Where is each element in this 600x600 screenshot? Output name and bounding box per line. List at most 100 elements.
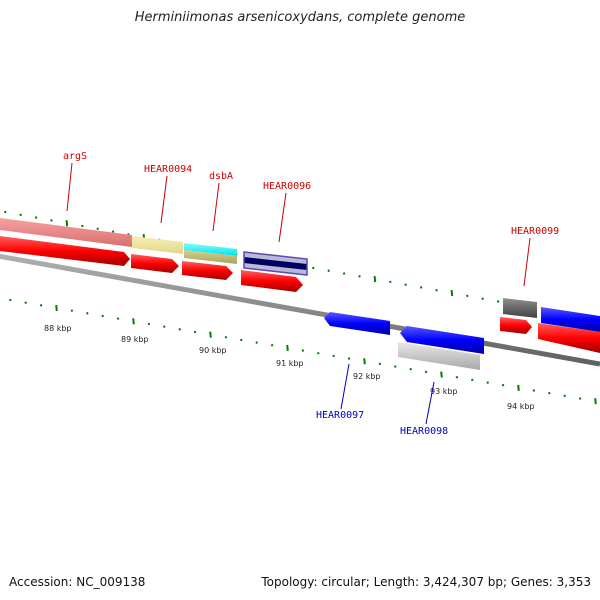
kbp-label: 91 kbp — [276, 359, 304, 368]
topology-summary: Topology: circular; Length: 3,424,307 bp… — [261, 575, 591, 589]
scale-minor-tick — [101, 314, 104, 318]
cds-dsbA — [182, 261, 233, 280]
feature-next-blue — [541, 307, 600, 332]
scale-minor-tick — [389, 280, 392, 284]
scale-minor-tick — [312, 266, 315, 270]
scale-minor-tick — [424, 370, 428, 374]
gene-label-HEAR0099: HEAR0099 — [511, 226, 559, 237]
scale-minor-tick — [9, 298, 12, 302]
scale-minor-tick — [224, 335, 228, 339]
gene-label-HEAR0097: HEAR0097 — [316, 410, 364, 421]
scale-minor-tick — [24, 301, 27, 304]
scale-major-tick — [373, 275, 377, 283]
scale-minor-tick — [347, 357, 351, 360]
kbp-label: 94 kbp — [507, 402, 535, 411]
scale-minor-tick — [342, 272, 346, 275]
scale-minor-tick — [496, 300, 500, 303]
feature-HEAR0096-domain — [244, 257, 307, 270]
scale-minor-tick — [4, 210, 7, 214]
scale-minor-tick — [19, 213, 22, 217]
feature-HEAR0096-outline — [243, 251, 308, 276]
scale-major-tick — [286, 344, 289, 352]
scale-minor-tick — [532, 389, 536, 392]
scale-minor-tick — [435, 288, 438, 292]
scale-minor-tick — [96, 227, 99, 231]
gene-label-HEAR0098: HEAR0098 — [400, 426, 448, 437]
kbp-label: 90 kbp — [199, 346, 227, 355]
scale-minor-tick — [34, 216, 38, 219]
scale-minor-tick — [116, 317, 120, 320]
scale-minor-tick — [39, 304, 43, 307]
gene-label-HEAR0094: HEAR0094 — [144, 164, 192, 175]
feature-HEAR0094 — [132, 236, 183, 254]
gene-label-argS: argS — [63, 151, 87, 162]
gene-labels: argS HEAR0094 dsbA HEAR0096 HEAR0097 HEA… — [63, 151, 559, 437]
scale-minor-tick — [332, 354, 335, 358]
scale-minor-tick — [419, 286, 423, 289]
forward-features — [0, 218, 600, 332]
scale-minor-tick — [193, 330, 197, 334]
cds-next — [538, 323, 600, 353]
scale-minor-tick — [578, 397, 582, 400]
scale-minor-tick — [70, 309, 74, 312]
cds-HEAR0099 — [500, 317, 532, 334]
scale-minor-tick — [317, 351, 320, 355]
scale-minor-tick — [394, 365, 397, 368]
cds-argS — [0, 236, 130, 266]
scale-minor-tick — [147, 322, 151, 326]
scale-minor-tick — [455, 375, 459, 379]
scale-minor-tick — [163, 325, 166, 328]
feature-argS — [0, 218, 132, 247]
scale-minor-tick — [548, 391, 551, 395]
scale-minor-tick — [50, 219, 53, 222]
cds-HEAR0097 — [324, 312, 390, 335]
feature-dsbA-mature — [184, 250, 237, 264]
scale-major-tick — [594, 398, 597, 405]
feature-HEAR0098 — [398, 342, 480, 370]
scale-major-tick — [363, 358, 366, 365]
page-title: Herminiimonas arsenicoxydans, complete g… — [134, 10, 466, 25]
scale-minor-tick — [86, 312, 89, 315]
scale-major-tick — [209, 331, 212, 338]
scale-minor-tick — [563, 394, 566, 398]
kbp-label: 92 kbp — [353, 372, 381, 381]
scale-major-tick — [65, 220, 69, 227]
kbp-label: 89 kbp — [121, 335, 149, 344]
scale-minor-tick — [81, 224, 84, 228]
scale-minor-tick — [178, 327, 181, 331]
scale-minor-tick — [486, 381, 489, 384]
scale-minor-tick — [327, 269, 330, 272]
cds-HEAR0098 — [400, 326, 484, 354]
forward-cds — [0, 236, 600, 353]
feature-HEAR0099 — [503, 298, 537, 318]
scale-minor-tick — [255, 341, 258, 344]
scale-minor-tick — [409, 367, 412, 371]
kbp-label: 88 kbp — [44, 324, 72, 333]
scale-labels: 88 kbp 89 kbp 90 kbp 91 kbp 92 kbp 93 kb… — [44, 324, 535, 411]
scale-minor-tick — [270, 343, 274, 347]
reverse-features — [324, 312, 484, 370]
feature-dsbA — [184, 243, 237, 256]
scale-minor-tick — [466, 294, 469, 298]
accession-text: Accession: NC_009138 — [9, 575, 146, 589]
scale-minor-tick — [404, 283, 407, 286]
scale-minor-tick — [501, 383, 505, 387]
scale-minor-tick — [240, 338, 243, 342]
scale-major-tick — [55, 304, 58, 312]
genome-backbone — [0, 253, 600, 367]
scale-minor-tick — [378, 362, 382, 366]
scale-major-tick — [132, 318, 135, 325]
scale-major-tick — [440, 371, 443, 378]
cds-HEAR0096 — [241, 270, 303, 292]
gene-label-HEAR0096: HEAR0096 — [263, 181, 311, 192]
cds-HEAR0094 — [131, 254, 179, 273]
label-leaders — [66, 162, 531, 425]
scale-minor-tick — [471, 378, 474, 382]
kbp-label: 93 kbp — [430, 387, 458, 396]
scale-minor-tick — [301, 349, 305, 352]
gene-label-dsbA: dsbA — [209, 171, 233, 182]
scale-major-tick — [450, 289, 454, 297]
scale-minor-tick — [111, 230, 115, 233]
scale-minor-tick — [481, 297, 484, 300]
